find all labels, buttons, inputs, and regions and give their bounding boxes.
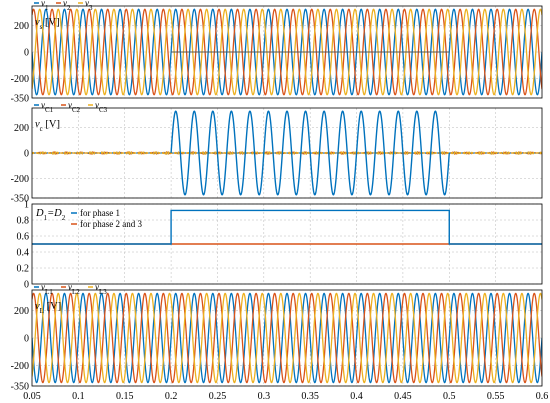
y-tick-label: 1 bbox=[24, 200, 29, 211]
y-tick-label: -200 bbox=[11, 361, 29, 372]
series-line bbox=[170, 110, 450, 196]
x-tick-label: 0.5 bbox=[443, 391, 456, 402]
y-axis-label: vc [V] bbox=[35, 119, 60, 133]
x-tick-label: 0.05 bbox=[23, 391, 41, 402]
series-line bbox=[32, 292, 542, 384]
legend-entry: vC2 bbox=[68, 100, 81, 114]
y-tick-label: 0 bbox=[24, 334, 29, 345]
plot-frame bbox=[31, 289, 543, 387]
x-tick-label: 0.25 bbox=[209, 391, 227, 402]
x-axis: 0.05 0.1 0.15 0.2 0.25 0.3 0.35 0.4 0.45 0.5 0.55 0… bbox=[23, 391, 548, 402]
series-line bbox=[32, 8, 542, 96]
y-tick-label: 0.8 bbox=[17, 216, 30, 227]
annotation-label: D1=D2 bbox=[35, 208, 66, 222]
x-tick-label: 0.4 bbox=[350, 391, 363, 402]
y-tick-label: 0.2 bbox=[17, 264, 30, 275]
y-tick-label: -200 bbox=[11, 74, 29, 85]
legend: vC1 vC2 vC3 bbox=[34, 100, 108, 114]
y-tick-label: -350 bbox=[11, 94, 29, 105]
plot-frame bbox=[31, 5, 543, 99]
y-tick-label: 0 bbox=[24, 149, 29, 160]
y-axis-label: vL [V] bbox=[35, 301, 61, 315]
plot-frame bbox=[31, 203, 543, 285]
y-tick-label: 0.4 bbox=[17, 248, 30, 259]
series-group bbox=[32, 292, 542, 384]
x-tick-label: 0.2 bbox=[165, 391, 178, 402]
y-tick-label: 200 bbox=[14, 21, 29, 32]
legend-entry: for phase 2 and 3 bbox=[80, 219, 142, 229]
series-group bbox=[32, 209, 542, 245]
legend-entry: vL1 bbox=[41, 282, 53, 296]
y-tick-label: -350 bbox=[11, 194, 29, 205]
legend-entry: v3 bbox=[85, 0, 93, 12]
legend: v1 v2 v3 bbox=[34, 0, 93, 12]
y-tick-label: 0.6 bbox=[17, 232, 30, 243]
y-tick-label: 200 bbox=[14, 306, 29, 317]
x-tick-label: 0.55 bbox=[487, 391, 505, 402]
x-tick-label: 0.45 bbox=[394, 391, 412, 402]
y-tick-label: -200 bbox=[11, 174, 29, 185]
series-group bbox=[32, 8, 542, 96]
y-tick-label: 200 bbox=[14, 123, 29, 134]
x-tick-label: 0.6 bbox=[536, 391, 549, 402]
x-tick-label: 0.35 bbox=[301, 391, 319, 402]
series-line bbox=[32, 150, 542, 156]
panel-4: -350 -200 0 200 vL1 vL2 vL3 vL [V] bbox=[11, 282, 543, 393]
x-tick-label: 0.15 bbox=[116, 391, 134, 402]
legend-entry: v2 bbox=[63, 0, 71, 12]
legend-entry: vC3 bbox=[95, 100, 108, 114]
legend-entry: vL3 bbox=[95, 282, 107, 296]
legend-entry: vC1 bbox=[41, 100, 54, 114]
panel-1: -350 -200 0 200 v1 v2 v3 vs [V] bbox=[11, 0, 543, 105]
legend-entry: vL2 bbox=[68, 282, 80, 296]
y-tick-label: 0 bbox=[24, 280, 29, 291]
panel-2: -350 -200 0 200 vC1 vC2 vC3 vc [V] bbox=[11, 100, 543, 205]
x-tick-label: 0.1 bbox=[72, 391, 85, 402]
series-group bbox=[32, 110, 542, 196]
y-tick-label: -350 bbox=[11, 382, 29, 393]
legend-entry: for phase 1 bbox=[80, 208, 120, 218]
y-tick-label: 0 bbox=[24, 48, 29, 59]
plot-frame bbox=[31, 107, 543, 199]
series-line bbox=[32, 209, 542, 245]
x-tick-label: 0.3 bbox=[258, 391, 271, 402]
y-axis-label: vs [V] bbox=[35, 17, 60, 31]
legend: vL1 vL2 vL3 bbox=[34, 282, 107, 296]
legend-entry: v1 bbox=[41, 0, 49, 12]
